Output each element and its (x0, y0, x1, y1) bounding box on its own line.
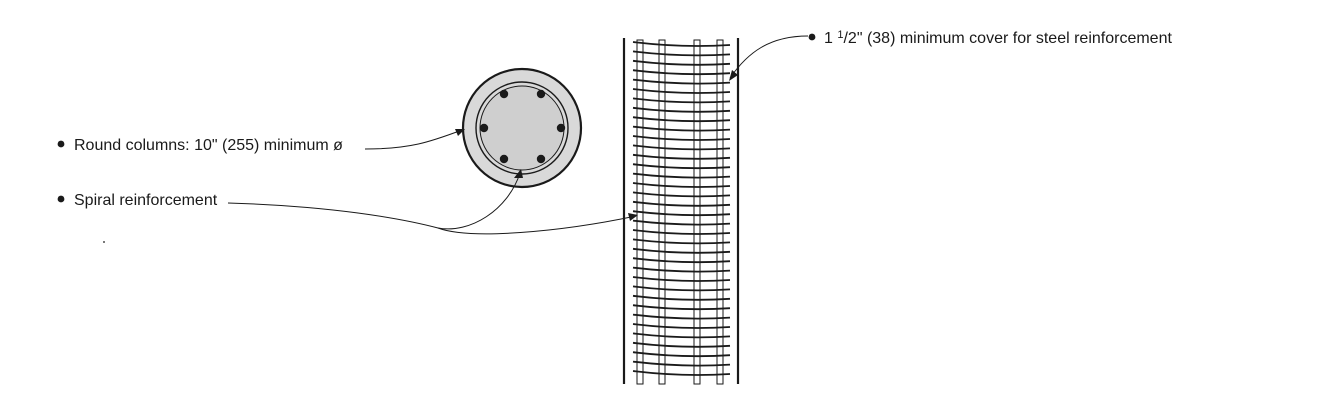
spiral-tie (632, 276, 731, 282)
spiral-tie (632, 370, 731, 376)
spiral-tie (632, 106, 731, 113)
spiral-tie (632, 50, 731, 57)
spiral-tie (632, 116, 731, 123)
spiral-tie (632, 59, 731, 66)
spiral-tie (632, 69, 731, 76)
rebar-dot (536, 89, 546, 99)
arrowhead-spiral-section (514, 169, 523, 178)
cover-rest: " (38) minimum cover for steel reinforce… (857, 30, 1173, 47)
stray-mark (103, 241, 105, 243)
leader-cover (729, 35, 809, 79)
cover-numerator: 1 (837, 29, 843, 41)
spiral-tie (632, 351, 731, 358)
spiral-tie (632, 257, 731, 264)
arrowheads (455, 70, 738, 221)
spiral-tie (632, 294, 731, 301)
spiral-tie (632, 41, 731, 47)
bullet-round-columns (57, 140, 65, 148)
spiral-tie (632, 78, 731, 85)
spiral-tie (632, 144, 731, 151)
spiral-tie (632, 135, 731, 141)
spiral-tie (632, 285, 731, 292)
leader-round-columns (364, 129, 463, 150)
leader-spiral-to-elevation (437, 215, 637, 235)
callout-round-columns: Round columns: 10" (255) minimum ø (74, 137, 343, 154)
bullet-spiral (57, 195, 65, 203)
spiral-tie (632, 332, 731, 339)
spiral-tie (632, 153, 731, 160)
cover-denominator: /2 (843, 30, 856, 47)
spiral-tie (632, 200, 731, 207)
spiral-tie (632, 210, 731, 217)
spiral-tie (632, 313, 731, 320)
arrowhead-cover (729, 70, 738, 81)
spiral-tie (632, 323, 731, 329)
arrowhead-round-columns (455, 129, 465, 136)
spiral-tie (632, 304, 731, 311)
callout-cover: 1 1/2" (38) minimum cover for steel rein… (824, 29, 1172, 47)
rebar-dot (499, 154, 509, 164)
spiral-tie (632, 341, 731, 348)
spiral-tie (632, 88, 731, 94)
spiral-tie (632, 182, 731, 188)
vertical-rebar (658, 39, 666, 385)
spiral-tie (632, 238, 731, 245)
bullet-cover (808, 33, 816, 41)
vertical-rebar (693, 39, 701, 385)
cover-whole: 1 (824, 30, 837, 47)
rebar-dot (536, 154, 546, 164)
spiral-tie (632, 219, 731, 226)
arrowhead-spiral-elevation (628, 213, 638, 221)
callout-spiral: Spiral reinforcement (74, 192, 218, 209)
spiral-tie (632, 125, 731, 132)
vertical-rebar (716, 39, 724, 385)
spiral-tie (632, 360, 731, 367)
leader-spiral-to-section (227, 172, 521, 230)
spiral-tie (632, 191, 731, 198)
spiral-tie (632, 172, 731, 179)
round-column-section (461, 67, 583, 189)
spiral-tie (632, 163, 731, 170)
column-elevation (622, 38, 740, 385)
spiral-tie (632, 266, 731, 273)
rebar-dot (556, 123, 566, 133)
spiral-tie (632, 97, 731, 104)
leader-lines (227, 35, 809, 235)
rebar-dot (479, 123, 489, 133)
spiral-ring-inner (479, 85, 565, 171)
spiral-ties-group (632, 41, 731, 376)
spiral-tie (632, 229, 731, 235)
spiral-tie (632, 247, 731, 254)
rebar-dot (499, 89, 509, 99)
